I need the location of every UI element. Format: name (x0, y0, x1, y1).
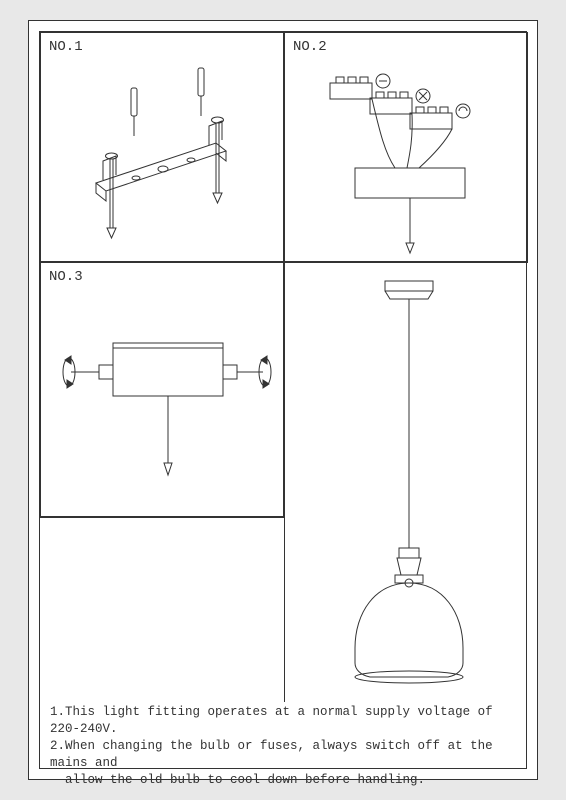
notes-block: 1.This light fitting operates at a norma… (50, 704, 516, 788)
note-line-2: 2.When changing the bulb or fuses, alway… (50, 738, 516, 772)
panel-2-label: NO.2 (293, 39, 327, 55)
note-line-3: allow the old bulb to cool down before h… (50, 772, 516, 789)
panel-4 (284, 262, 528, 702)
diagram-wiring (285, 33, 529, 263)
inner-frame: NO.1 (39, 31, 527, 769)
panel-3-label: NO.3 (49, 269, 83, 285)
diagram-pendant-lamp (285, 263, 529, 703)
panel-2: NO.2 (284, 32, 528, 262)
instruction-sheet: NO.1 (28, 20, 538, 780)
panel-3: NO.3 (40, 262, 284, 517)
panel-3-lower-divider (40, 517, 284, 518)
note-line-1: 1.This light fitting operates at a norma… (50, 704, 516, 738)
diagram-canopy-twist (41, 263, 285, 518)
panel-1-label: NO.1 (49, 39, 83, 55)
panel-1: NO.1 (40, 32, 284, 262)
diagram-bracket (41, 33, 285, 263)
